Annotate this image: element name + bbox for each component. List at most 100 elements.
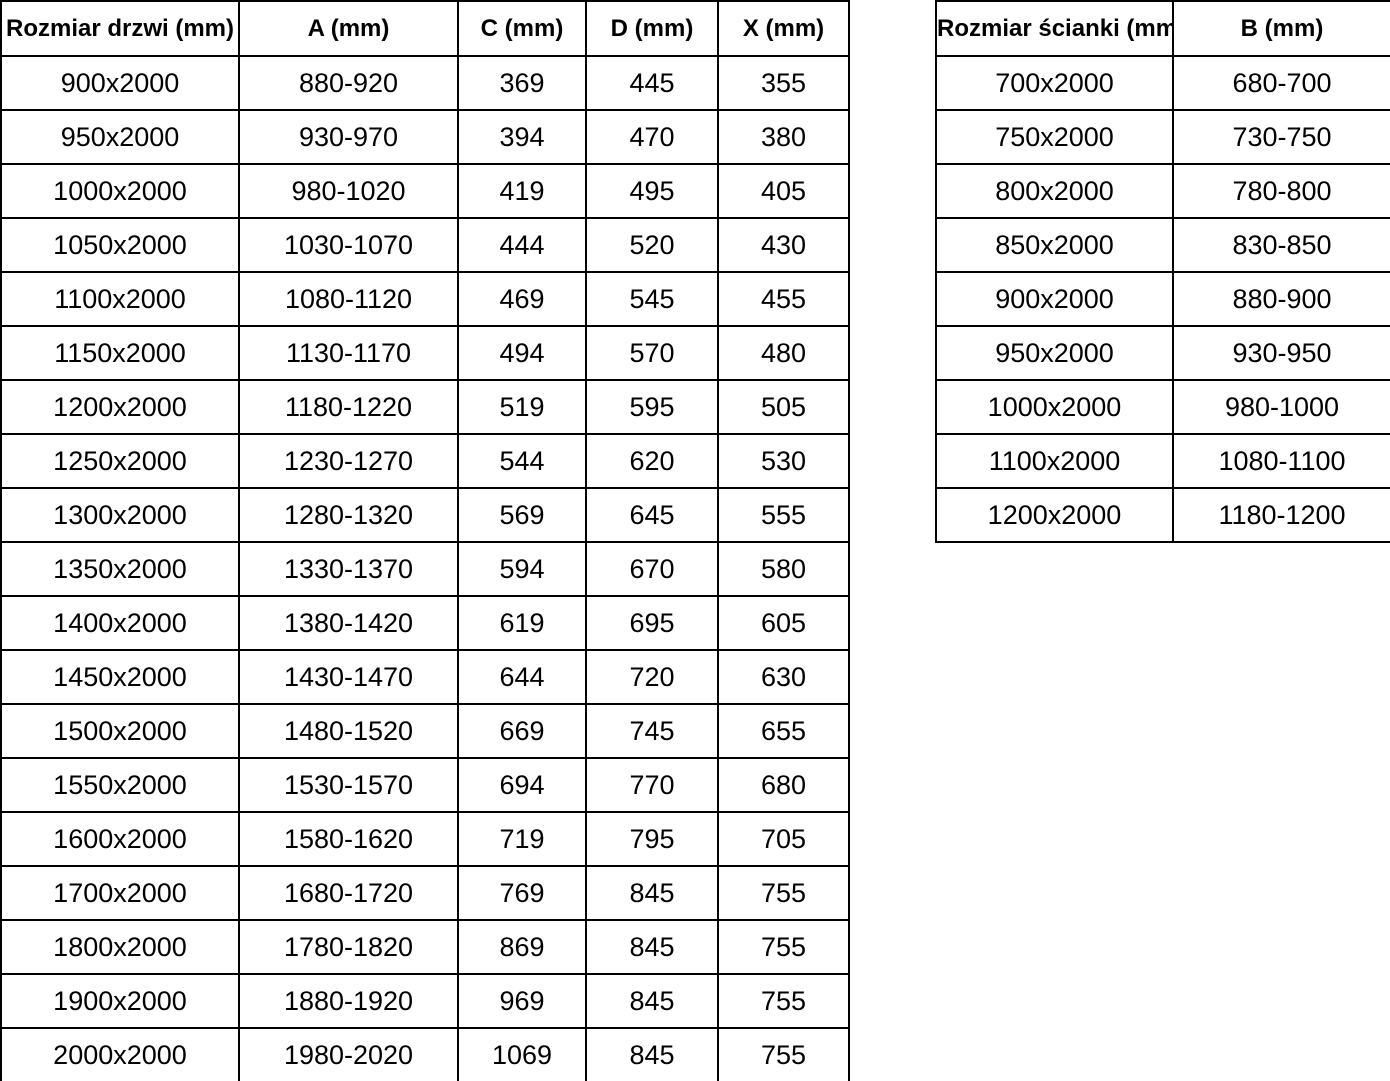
table-cell: 1400x2000 <box>0 595 240 651</box>
table-cell: 755 <box>717 919 850 975</box>
table-cell: 795 <box>585 811 719 867</box>
table-row: 1350x2000 1330-1370 594 670 580 <box>0 541 850 597</box>
table-cell: 680-700 <box>1172 55 1390 111</box>
table-cell: 900x2000 <box>0 55 240 111</box>
table-cell: 1080-1100 <box>1172 433 1390 489</box>
table-cell: 1900x2000 <box>0 973 240 1029</box>
table-row: 1400x2000 1380-1420 619 695 605 <box>0 595 850 651</box>
table-cell: 1550x2000 <box>0 757 240 813</box>
table-cell: 369 <box>457 55 587 111</box>
table-row: 1500x2000 1480-1520 669 745 655 <box>0 703 850 759</box>
table-cell: 694 <box>457 757 587 813</box>
table-row: 950x2000 930-950 <box>935 325 1390 381</box>
table-row: 1200x2000 1180-1200 <box>935 487 1390 543</box>
table-cell: 1150x2000 <box>0 325 240 381</box>
table-cell: 1600x2000 <box>0 811 240 867</box>
table-cell: 430 <box>717 217 850 273</box>
table-cell: 845 <box>585 919 719 975</box>
table-cell: 670 <box>585 541 719 597</box>
header-row: Rozmiar drzwi (mm) A (mm) C (mm) D (mm) X (m… <box>0 0 850 57</box>
table-cell: 1100x2000 <box>935 433 1174 489</box>
column-header: B (mm) <box>1172 0 1390 57</box>
table-cell: 720 <box>585 649 719 705</box>
table-cell: 444 <box>457 217 587 273</box>
table-cell: 1280-1320 <box>238 487 459 543</box>
table-cell: 1350x2000 <box>0 541 240 597</box>
table-cell: 745 <box>585 703 719 759</box>
table-cell: 394 <box>457 109 587 165</box>
table-cell: 1180-1200 <box>1172 487 1390 543</box>
walls-table-head: Rozmiar ścianki (mm) B (mm) <box>935 0 1390 57</box>
table-cell: 1230-1270 <box>238 433 459 489</box>
table-cell: 455 <box>717 271 850 327</box>
table-cell: 555 <box>717 487 850 543</box>
table-cell: 669 <box>457 703 587 759</box>
table-cell: 750x2000 <box>935 109 1174 165</box>
table-cell: 645 <box>585 487 719 543</box>
table-cell: 1050x2000 <box>0 217 240 273</box>
table-cell: 2000x2000 <box>0 1027 240 1081</box>
table-cell: 1200x2000 <box>935 487 1174 543</box>
table-cell: 1100x2000 <box>0 271 240 327</box>
column-header: X (mm) <box>717 0 850 57</box>
table-cell: 845 <box>585 865 719 921</box>
table-cell: 900x2000 <box>935 271 1174 327</box>
table-cell: 545 <box>585 271 719 327</box>
table-cell: 695 <box>585 595 719 651</box>
table-row: 1000x2000 980-1020 419 495 405 <box>0 163 850 219</box>
table-cell: 405 <box>717 163 850 219</box>
table-cell: 930-950 <box>1172 325 1390 381</box>
table-row: 2000x2000 1980-2020 1069 845 755 <box>0 1027 850 1081</box>
walls-dimensions-table: Rozmiar ścianki (mm) B (mm) 700x2000 680-7… <box>935 0 1390 543</box>
table-cell: 680 <box>717 757 850 813</box>
table-cell: 880-900 <box>1172 271 1390 327</box>
table-row: 1000x2000 980-1000 <box>935 379 1390 435</box>
column-header: C (mm) <box>457 0 587 57</box>
doors-dimensions-table: Rozmiar drzwi (mm) A (mm) C (mm) D (mm) X (m… <box>0 0 850 1081</box>
table-cell: 755 <box>717 865 850 921</box>
doors-table-head: Rozmiar drzwi (mm) A (mm) C (mm) D (mm) X (m… <box>0 0 850 57</box>
table-cell: 930-970 <box>238 109 459 165</box>
table-cell: 530 <box>717 433 850 489</box>
table-row: 750x2000 730-750 <box>935 109 1390 165</box>
table-cell: 700x2000 <box>935 55 1174 111</box>
table-row: 700x2000 680-700 <box>935 55 1390 111</box>
table-row: 900x2000 880-920 369 445 355 <box>0 55 850 111</box>
table-cell: 719 <box>457 811 587 867</box>
table-cell: 950x2000 <box>935 325 1174 381</box>
table-cell: 755 <box>717 973 850 1029</box>
table-cell: 1300x2000 <box>0 487 240 543</box>
table-row: 900x2000 880-900 <box>935 271 1390 327</box>
table-cell: 1880-1920 <box>238 973 459 1029</box>
table-cell: 1530-1570 <box>238 757 459 813</box>
table-row: 1250x2000 1230-1270 544 620 530 <box>0 433 850 489</box>
table-cell: 1080-1120 <box>238 271 459 327</box>
table-cell: 505 <box>717 379 850 435</box>
table-cell: 630 <box>717 649 850 705</box>
table-cell: 470 <box>585 109 719 165</box>
table-cell: 1700x2000 <box>0 865 240 921</box>
column-header: Rozmiar drzwi (mm) <box>0 0 240 57</box>
table-cell: 730-750 <box>1172 109 1390 165</box>
table-cell: 780-800 <box>1172 163 1390 219</box>
table-cell: 520 <box>585 217 719 273</box>
table-cell: 655 <box>717 703 850 759</box>
table-cell: 950x2000 <box>0 109 240 165</box>
table-row: 1600x2000 1580-1620 719 795 705 <box>0 811 850 867</box>
table-row: 1150x2000 1130-1170 494 570 480 <box>0 325 850 381</box>
table-cell: 770 <box>585 757 719 813</box>
table-cell: 519 <box>457 379 587 435</box>
table-cell: 1030-1070 <box>238 217 459 273</box>
table-cell: 1000x2000 <box>0 163 240 219</box>
table-cell: 355 <box>717 55 850 111</box>
table-cell: 1680-1720 <box>238 865 459 921</box>
table-cell: 845 <box>585 973 719 1029</box>
table-cell: 980-1020 <box>238 163 459 219</box>
table-cell: 1780-1820 <box>238 919 459 975</box>
table-row: 1700x2000 1680-1720 769 845 755 <box>0 865 850 921</box>
table-cell: 594 <box>457 541 587 597</box>
table-cell: 1980-2020 <box>238 1027 459 1081</box>
table-row: 1800x2000 1780-1820 869 845 755 <box>0 919 850 975</box>
table-cell: 845 <box>585 1027 719 1081</box>
